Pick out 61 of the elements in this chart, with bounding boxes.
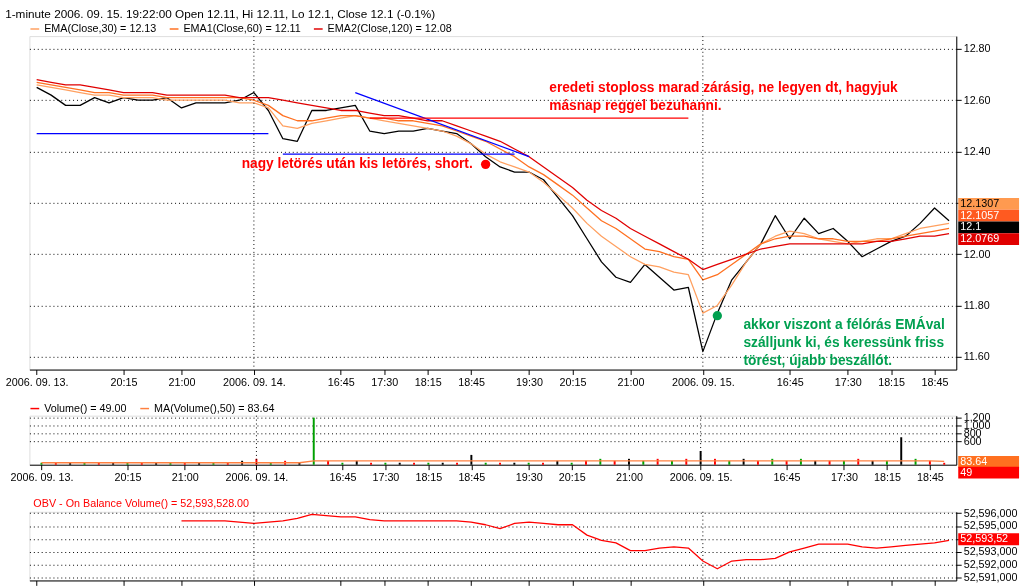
y-tick-label: 52,592,000 bbox=[963, 558, 1018, 571]
x-tick-label: 18:15 bbox=[415, 470, 443, 483]
y-tick-label: 1,200 bbox=[963, 411, 991, 424]
x-tick-label: 17:30 bbox=[830, 470, 858, 483]
x-tick-label: 19:30 bbox=[516, 375, 544, 388]
legend-label: EMA(Close,30) = 12.13 bbox=[44, 21, 157, 34]
annotation: akkor viszont a félórás EMÁval szálljunk ki, és keressünk friss törést, újabb beszállót. bbox=[743, 316, 945, 368]
x-tick-label: 21:00 bbox=[171, 470, 199, 483]
x-tick-label: 16:45 bbox=[327, 375, 355, 388]
x-tick-label: 2006. 09. 14. bbox=[222, 375, 286, 388]
y-tick-label: 52,595,000 bbox=[963, 519, 1018, 532]
x-tick-label: 18:45 bbox=[921, 375, 949, 388]
x-tick-label: 16:45 bbox=[776, 375, 804, 388]
annotation: nagy letörés után kis letörés, short. bbox=[241, 155, 473, 171]
x-tick-label: 2006. 09. 15. bbox=[671, 375, 735, 388]
x-tick-label: 20:15 bbox=[559, 375, 587, 388]
x-tick-label: 21:00 bbox=[615, 470, 643, 483]
x-tick-label: 18:45 bbox=[458, 375, 486, 388]
x-tick-label: 2006. 09. 15. bbox=[669, 470, 733, 483]
text: 12.1307 bbox=[960, 196, 1000, 209]
x-tick-label: 18:15 bbox=[878, 375, 906, 388]
y-tick-label: 52,596,000 bbox=[963, 506, 1018, 519]
text: 52,593,52 bbox=[960, 532, 1009, 545]
y-tick-label: 11.80 bbox=[963, 298, 990, 311]
y-tick-label: 12.80 bbox=[963, 42, 991, 55]
x-tick-label: 21:00 bbox=[168, 375, 196, 388]
x-tick-label: 18:15 bbox=[873, 470, 901, 483]
series-label: OBV - On Balance Volume() = 52,593,528.00 bbox=[33, 496, 250, 509]
chart-title: 1-minute 2006. 09. 15. 19:22:00 Open 12.11, Hi 12.11, Lo 12.1, Close 12.1 (-0.1%) bbox=[5, 7, 436, 21]
x-tick-label: 18:15 bbox=[414, 375, 442, 388]
y-tick-label: 12.00 bbox=[963, 247, 991, 260]
x-tick-label: 2006. 09. 13. bbox=[5, 375, 69, 388]
text: 83.64 bbox=[960, 454, 988, 467]
y-tick-label: 52,593,000 bbox=[963, 545, 1018, 558]
text: 12.1057 bbox=[960, 208, 1000, 221]
x-tick-label: 17:30 bbox=[371, 375, 399, 388]
x-tick-label: 18:45 bbox=[458, 470, 486, 483]
text: 49 bbox=[960, 465, 973, 478]
legend-label: Volume() = 49.00 bbox=[44, 401, 127, 414]
x-tick-label: 16:45 bbox=[773, 470, 801, 483]
x-tick-label: 20:15 bbox=[558, 470, 586, 483]
x-tick-label: 2006. 09. 14. bbox=[225, 470, 289, 483]
x-tick-label: 16:45 bbox=[329, 470, 357, 483]
legend-label: EMA2(Close,120) = 12.08 bbox=[327, 21, 452, 34]
text: 12.0769 bbox=[960, 232, 1000, 245]
text: 12.1 bbox=[960, 220, 982, 233]
x-tick-label: 20:15 bbox=[114, 470, 142, 483]
y-tick-label: 11.60 bbox=[963, 350, 990, 363]
x-tick-label: 18:45 bbox=[916, 470, 944, 483]
x-tick-label: 17:30 bbox=[834, 375, 862, 388]
y-tick-label: 12.60 bbox=[963, 93, 991, 106]
annotation: eredeti stoploss marad zárásig, ne legyen dt, hagyjuk másnap reggel bezuhanni. bbox=[549, 80, 899, 113]
x-tick-label: 20:15 bbox=[110, 375, 138, 388]
legend-label: EMA1(Close,60) = 12.11 bbox=[183, 21, 301, 34]
y-tick-label: 12.40 bbox=[963, 144, 991, 157]
x-tick-label: 2006. 09. 13. bbox=[10, 470, 74, 483]
x-tick-label: 19:30 bbox=[515, 470, 543, 483]
x-tick-label: 21:00 bbox=[617, 375, 645, 388]
legend-label: MA(Volume(),50) = 83.64 bbox=[153, 401, 275, 414]
x-tick-label: 17:30 bbox=[372, 470, 400, 483]
y-tick-label: 52,591,000 bbox=[963, 571, 1018, 584]
